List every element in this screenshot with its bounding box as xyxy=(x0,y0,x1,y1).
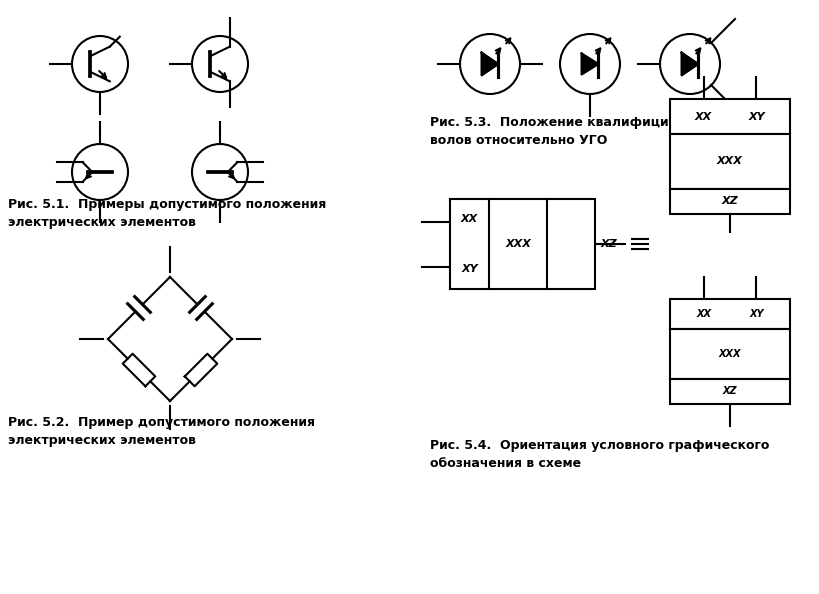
Polygon shape xyxy=(482,53,499,75)
Text: XX: XX xyxy=(461,214,478,224)
Text: Рис. 5.4.  Ориентация условного графического
обозначения в схеме: Рис. 5.4. Ориентация условного графическ… xyxy=(430,439,769,470)
Text: XX: XX xyxy=(696,309,711,319)
Text: Рис. 5.3.  Положение квалифицирующих сим-
волов относительно УГО: Рис. 5.3. Положение квалифицирующих сим-… xyxy=(430,116,764,147)
Bar xyxy=(670,99,790,134)
Text: Рис. 5.1.  Примеры допустимого положения
электрических элементов: Рис. 5.1. Примеры допустимого положения … xyxy=(8,198,326,229)
Bar xyxy=(670,379,790,404)
Bar xyxy=(670,329,790,379)
Text: XXX: XXX xyxy=(719,349,741,359)
Text: XY: XY xyxy=(461,264,478,274)
Text: XXX: XXX xyxy=(505,239,531,249)
Text: XZ: XZ xyxy=(601,239,618,249)
Polygon shape xyxy=(681,53,699,75)
Bar xyxy=(670,189,790,214)
Text: XX: XX xyxy=(695,112,713,122)
Text: XZ: XZ xyxy=(722,197,739,207)
Bar xyxy=(670,134,790,189)
Text: Рис. 5.2.  Пример допустимого положения
электрических элементов: Рис. 5.2. Пример допустимого положения э… xyxy=(8,416,315,447)
Text: XY: XY xyxy=(749,309,763,319)
Text: XY: XY xyxy=(748,112,765,122)
Bar xyxy=(670,299,790,329)
Text: XZ: XZ xyxy=(722,387,737,397)
Text: XXX: XXX xyxy=(717,156,743,166)
Polygon shape xyxy=(581,53,599,74)
Bar xyxy=(450,199,595,289)
